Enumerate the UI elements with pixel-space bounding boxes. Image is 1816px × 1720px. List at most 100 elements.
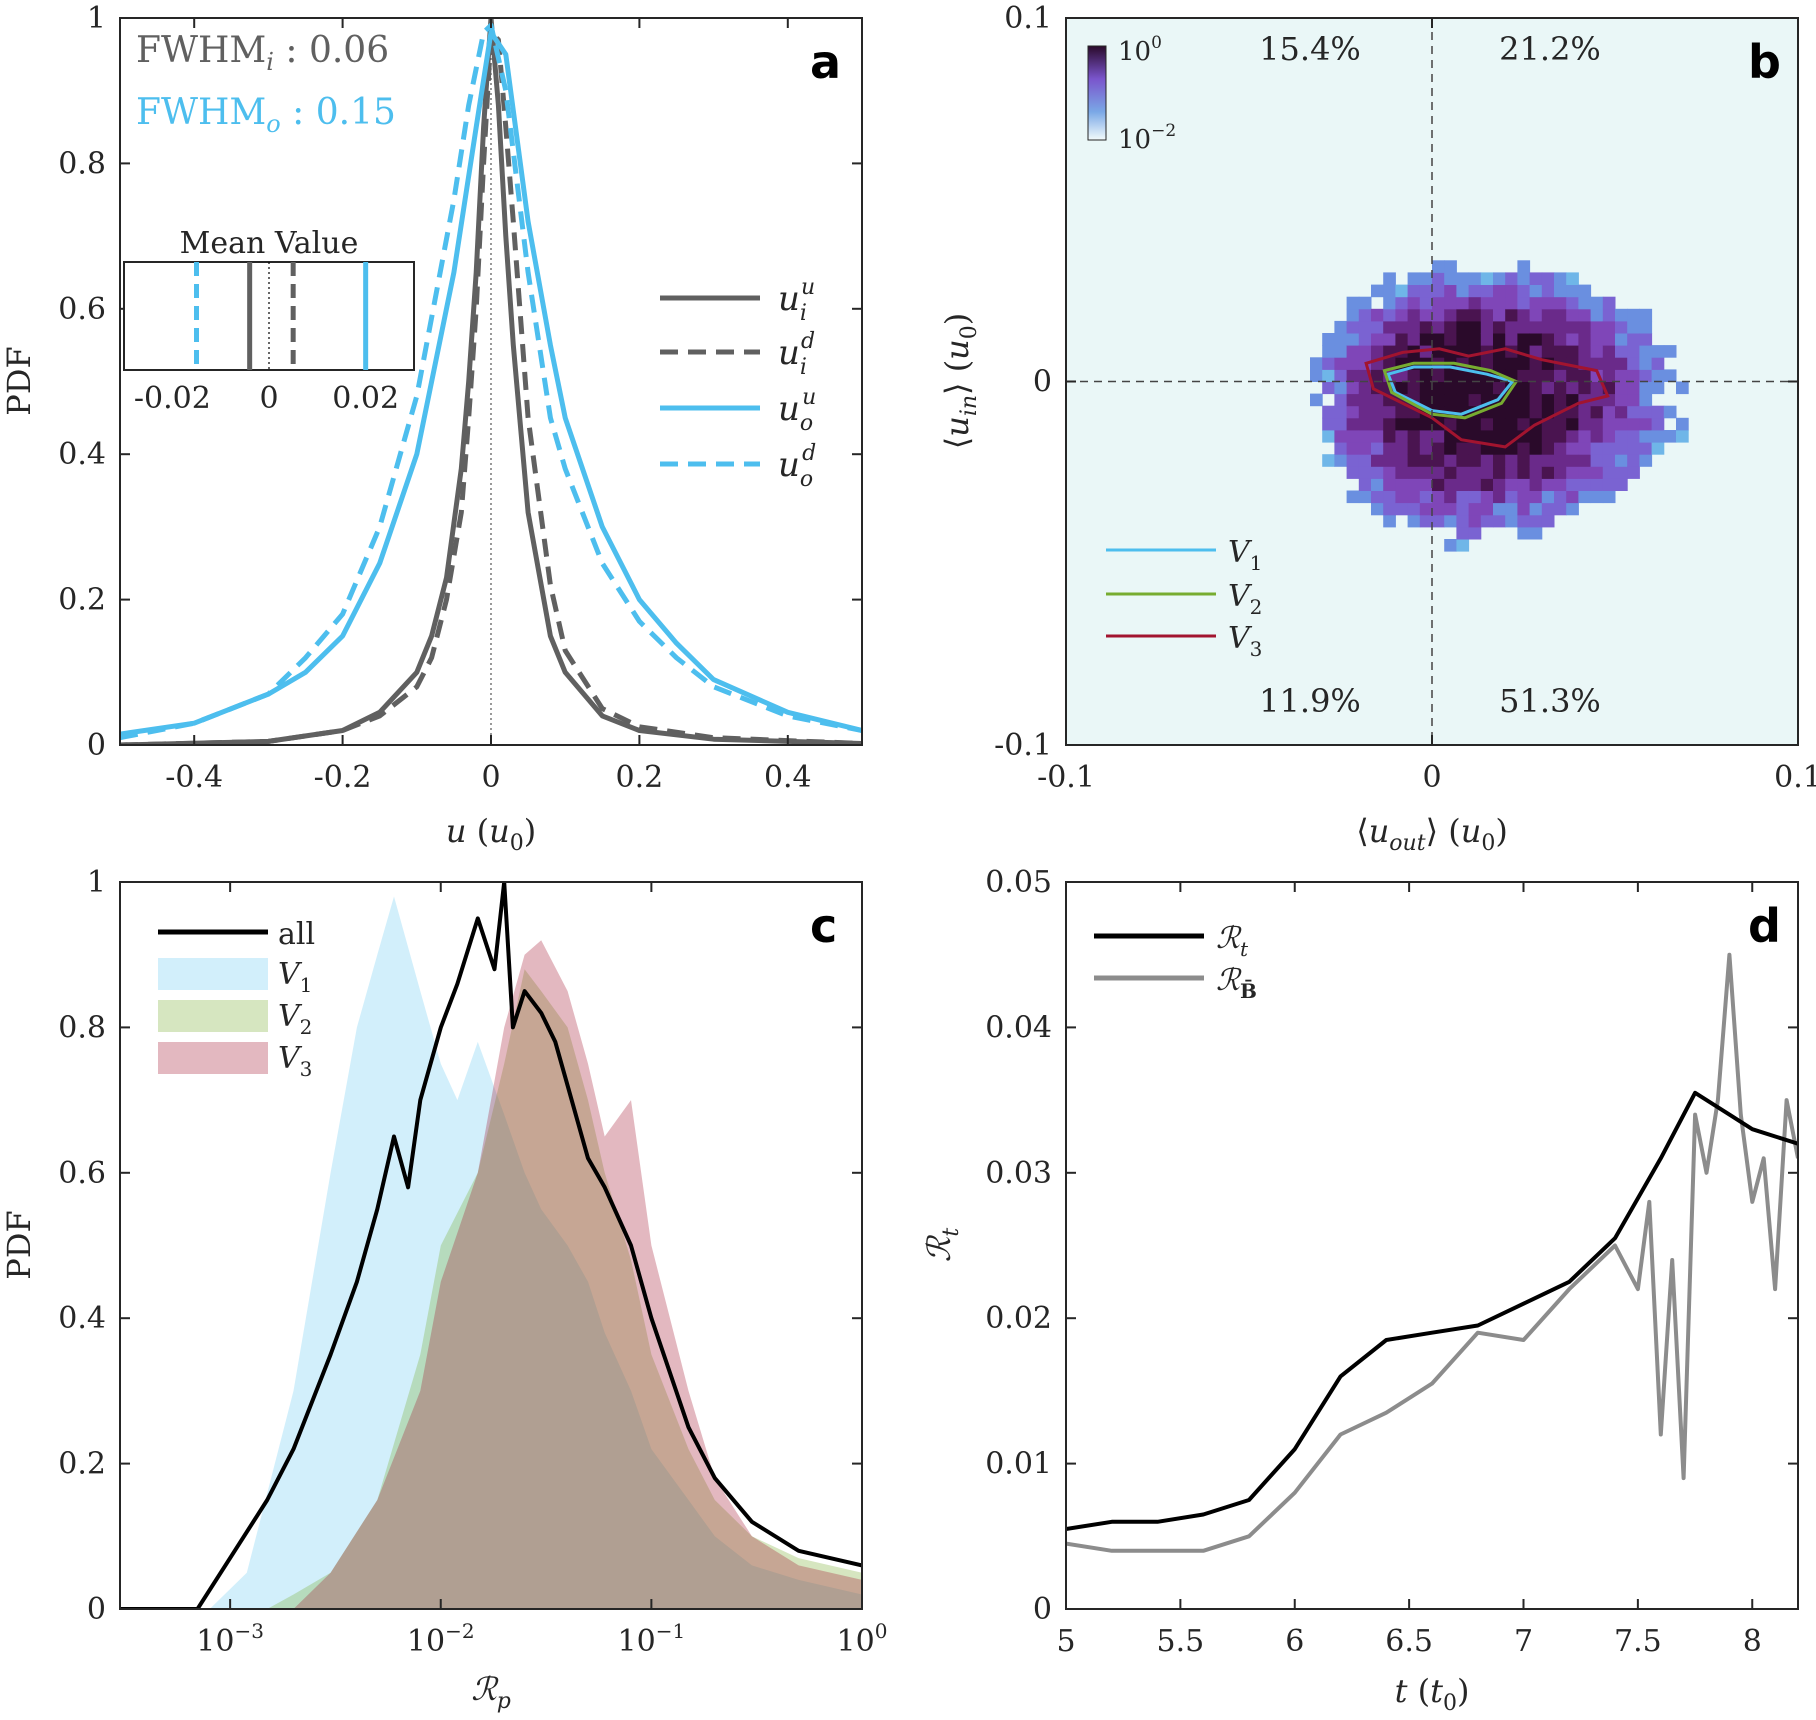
heatmap-cell	[1615, 466, 1628, 479]
heatmap-cell	[1676, 381, 1689, 395]
heatmap-cell	[1383, 357, 1396, 370]
heatmap-cell	[1371, 308, 1384, 322]
heatmap-cell	[1456, 539, 1470, 552]
heatmap-cell	[1627, 308, 1640, 322]
heatmap-cell	[1383, 430, 1396, 443]
heatmap-cell	[1395, 442, 1409, 455]
heatmap-cell	[1432, 345, 1445, 358]
heatmap-cell	[1541, 478, 1555, 491]
heatmap-cell	[1590, 417, 1604, 431]
b-ytick-label: 0.1	[1004, 1, 1052, 36]
heatmap-cell	[1590, 466, 1604, 479]
heatmap-cell	[1554, 284, 1567, 298]
panel-b-ylabel: ⟨uin⟩ (u0)	[938, 313, 982, 450]
heatmap-cell	[1663, 405, 1677, 419]
a-ytick-label: 0.4	[58, 437, 106, 472]
heatmap-cell	[1615, 320, 1628, 334]
heatmap-cell	[1346, 320, 1360, 334]
heatmap-cell	[1371, 345, 1384, 358]
panel-d-legend: ℛt ℛB̄	[1094, 921, 1257, 1003]
heatmap-cell	[1517, 490, 1531, 504]
panel-a-label: a	[810, 35, 841, 89]
heatmap-cell	[1554, 454, 1567, 467]
d-ytick-label: 0.05	[985, 865, 1052, 900]
heatmap-cell	[1456, 320, 1470, 334]
heatmap-cell	[1493, 430, 1506, 443]
heatmap-cell	[1310, 357, 1323, 370]
heatmap-cell	[1651, 442, 1665, 455]
heatmap-cell	[1395, 308, 1409, 322]
heatmap-cell	[1334, 454, 1348, 467]
heatmap-cell	[1578, 369, 1592, 382]
heatmap-cell	[1566, 272, 1579, 285]
heatmap-cell	[1419, 369, 1433, 382]
c-ytick-label: 0.4	[58, 1301, 106, 1336]
panel-a-ylabel: PDF	[0, 346, 38, 415]
heatmap-cell	[1444, 393, 1457, 407]
heatmap-cell	[1432, 502, 1445, 516]
panel-c-ylabel: PDF	[0, 1210, 38, 1279]
series-rt	[1066, 1090, 1798, 1531]
heatmap-cell	[1639, 357, 1653, 370]
quad-top-left: 15.4%	[1259, 30, 1361, 68]
heatmap-cell	[1529, 442, 1543, 455]
panel-c-legend: all V1 V2 V3	[158, 917, 315, 1081]
heatmap-cell	[1432, 308, 1445, 322]
heatmap-cell	[1358, 333, 1372, 346]
heatmap-cell	[1371, 442, 1384, 455]
heatmap-cell	[1432, 490, 1445, 504]
heatmap-cell	[1383, 308, 1396, 322]
heatmap-cell	[1419, 430, 1433, 443]
heatmap-cell	[1419, 296, 1433, 310]
heatmap-cell	[1517, 393, 1531, 407]
heatmap-cell	[1529, 308, 1543, 322]
heatmap-cell	[1322, 430, 1335, 443]
legend-c-swatch-v1	[158, 958, 268, 990]
heatmap-cell	[1334, 442, 1348, 455]
heatmap-cell	[1554, 478, 1567, 491]
heatmap-cell	[1493, 454, 1506, 467]
heatmap-cell	[1578, 381, 1592, 395]
d-xtick-label: 6.5	[1385, 1624, 1433, 1659]
heatmap-cell	[1480, 417, 1494, 431]
heatmap-cell	[1358, 345, 1372, 358]
heatmap-cell	[1554, 333, 1567, 346]
c-ytick-label: 0.2	[58, 1447, 106, 1482]
c-ytick-label: 0.6	[58, 1156, 106, 1191]
heatmap-cell	[1493, 333, 1506, 346]
d-xtick-label: 7	[1514, 1624, 1533, 1659]
panel-c-label: c	[810, 899, 837, 953]
heatmap-cell	[1407, 308, 1421, 322]
a-ytick-label: 0.2	[58, 583, 106, 618]
heatmap-cell	[1371, 466, 1384, 479]
heatmap-cell	[1310, 369, 1323, 382]
heatmap-cell	[1346, 381, 1360, 395]
heatmap-cell	[1358, 381, 1372, 395]
heatmap-cell	[1602, 417, 1616, 431]
a-ytick-label: 0.8	[58, 146, 106, 181]
heatmap-cell	[1371, 454, 1384, 467]
heatmap-cell	[1493, 320, 1506, 334]
heatmap-cell	[1529, 478, 1543, 491]
heatmap-cell	[1468, 284, 1482, 298]
heatmap-cell	[1639, 345, 1653, 358]
heatmap-cell	[1334, 345, 1348, 358]
heatmap-cell	[1346, 296, 1360, 310]
panel-b: -0.1 0 0.1-0.100.1 100 10−2 15.4% 21.2% 11…	[938, 1, 1816, 856]
heatmap-cell	[1578, 417, 1592, 431]
heatmap-cell	[1371, 490, 1384, 504]
heatmap-cell	[1566, 308, 1579, 322]
heatmap-cell	[1432, 393, 1445, 407]
heatmap-cell	[1322, 381, 1335, 395]
heatmap-cell	[1627, 405, 1640, 419]
heatmap-cell	[1651, 345, 1665, 358]
heatmap-cell	[1517, 308, 1531, 322]
heatmap-cell	[1663, 430, 1677, 443]
heatmap-cell	[1395, 333, 1409, 346]
heatmap-cell	[1615, 308, 1628, 322]
heatmap-cell	[1480, 357, 1494, 370]
heatmap-cell	[1395, 405, 1409, 419]
heatmap-cell	[1578, 345, 1592, 358]
heatmap-cell	[1554, 345, 1567, 358]
heatmap-cell	[1505, 320, 1518, 334]
